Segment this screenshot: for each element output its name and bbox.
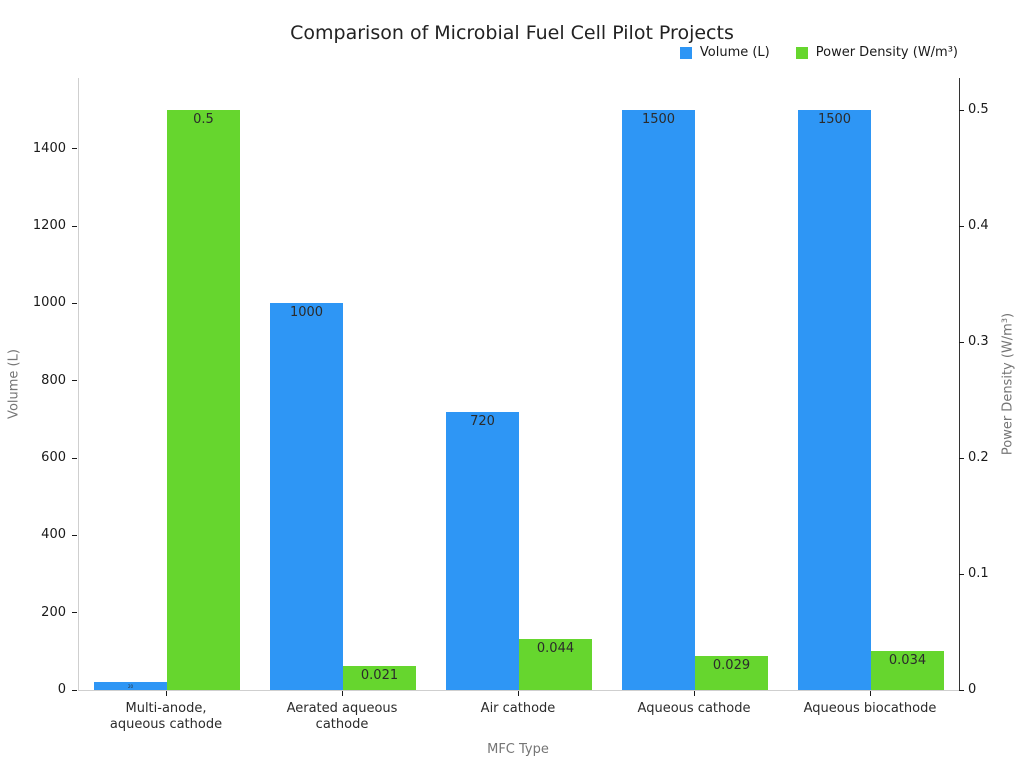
x-axis-category-label-line: Aqueous cathode [637,701,751,716]
x-axis-tick-mark [694,691,695,696]
x-axis-tick-mark [342,691,343,696]
left-axis-tick-label: 1200 [32,218,66,233]
bar-value-label: 0.044 [536,640,575,656]
legend-label-power-density: Power Density (W/m³) [815,45,958,60]
power-density-bar-2 [519,638,592,690]
legend-label-volume: Volume (L) [699,45,770,60]
x-axis-category-label: Aqueous cathode [606,701,782,717]
bar-value-label: 720 [470,413,495,429]
left-axis-tick-mark [72,302,77,304]
right-axis-tick-mark [959,573,964,575]
left-axis-tick-mark [72,457,77,459]
right-axis-tick-label: 0.1 [968,566,989,581]
power-density-bar-1 [343,665,416,690]
right-axis-tick-mark [959,689,964,691]
legend-item-volume: Volume (L) [679,45,770,60]
x-axis-tick-mark [518,691,519,696]
x-axis-category-label-line: cathode [315,717,369,732]
power-density-bar-3 [695,656,768,690]
power-density-bar-4 [871,650,944,690]
left-axis-tick-label: 400 [41,527,66,543]
x-axis-category-label-line: Aerated aqueous [286,701,398,716]
left-axis-tick-label: 200 [41,604,66,620]
volume-bar-1 [270,303,343,690]
right-axis-tick-label: 0.2 [968,450,989,465]
left-axis-tick-mark [72,148,77,150]
volume-bar-3 [622,110,695,690]
legend-swatch-volume-icon [679,46,692,59]
x-axis-category-label: Aerated aqueous cathode [254,701,430,733]
left-axis-tick-label: 1400 [32,140,66,156]
chart-title: Comparison of Microbial Fuel Cell Pilot … [290,22,734,44]
volume-bar-4 [798,110,871,690]
volume-bar-2 [446,411,519,690]
x-axis-category-label: Multi-anode, aqueous cathode [78,701,254,733]
left-axis-tick-label: 600 [41,450,66,465]
left-axis-tick-label: 1000 [32,295,66,311]
x-axis-category-label: Air cathode [430,701,606,717]
right-axis-tick-mark [959,341,964,343]
plot-area: 20 0.5 1000 0.021 720 0.044 1500 0.029 1500 0.034 [78,78,960,691]
left-axis-tick-mark [72,534,77,536]
x-axis-title: MFC Type [487,742,549,757]
left-axis-tick-mark [72,689,77,691]
x-axis-category-label-line: Multi-anode, [125,701,207,716]
x-axis-tick-mark [870,691,871,696]
left-axis-tick-mark [72,380,77,382]
right-axis-tick-mark [959,225,964,227]
bar-value-label: 0.5 [193,112,214,127]
left-axis-tick-label: 0 [57,682,66,697]
right-axis-tick-mark [959,109,964,111]
x-axis-category-label: Aqueous biocathode [782,701,958,717]
x-axis-category-label-line: Air cathode [480,701,556,716]
volume-bar-0 [94,682,167,690]
bar-value-label: 0.029 [712,658,751,674]
power-density-bar-0 [167,110,240,690]
right-axis-tick-label: 0.3 [968,334,989,349]
x-axis-category-label-line: aqueous cathode [109,717,223,732]
bar-value-label: 1500 [641,112,676,127]
right-axis-tick-label: 0.5 [968,102,989,117]
left-axis-tick-mark [72,612,77,614]
right-axis-tick-mark [959,457,964,459]
x-axis-category-label-line: Aqueous biocathode [803,701,937,716]
bar-value-label: 1000 [289,305,324,321]
legend: Volume (L) Power Density (W/m³) [679,45,958,60]
right-axis-tick-label: 0.4 [968,218,989,233]
x-axis-tick-mark [166,691,167,696]
bar-value-label: 0.034 [888,652,927,668]
right-axis-tick-label: 0 [968,682,977,697]
legend-item-power-density: Power Density (W/m³) [795,45,958,60]
legend-swatch-power-density-icon [795,46,808,59]
left-axis-tick-mark [72,225,77,227]
bar-value-label: 20 [127,683,134,689]
left-axis-tick-label: 800 [41,372,66,388]
bar-value-label: 0.021 [360,667,399,683]
bar-value-label: 1500 [817,112,852,127]
